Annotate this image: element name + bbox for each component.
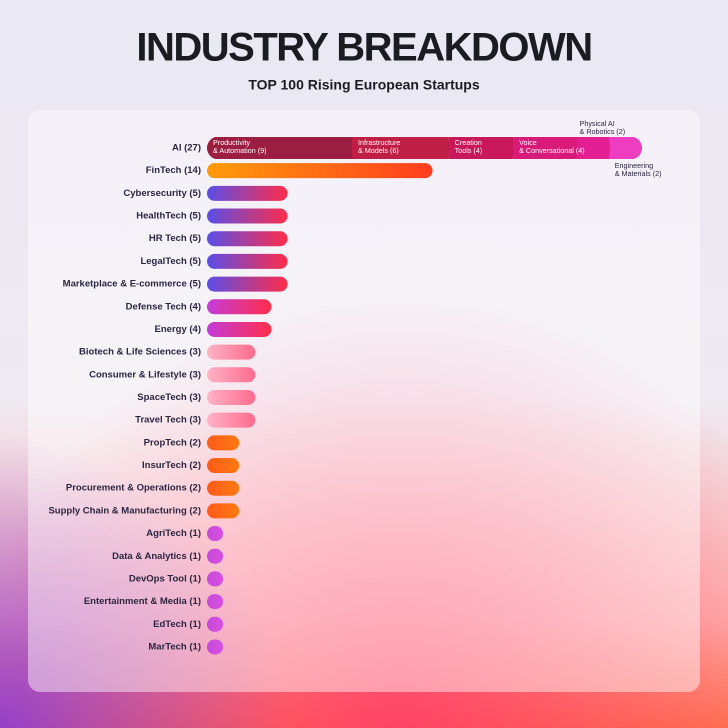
ai-segment — [609, 137, 642, 159]
category-label: MarTech (1) — [148, 641, 201, 652]
category-label: Entertainment & Media (1) — [84, 596, 201, 607]
bar — [207, 616, 224, 632]
category-label: HealthTech (5) — [136, 211, 201, 222]
category-label: Cybersecurity (5) — [123, 188, 201, 199]
ai-segment-label: & Robotics (2) — [580, 127, 626, 136]
category-label: AgriTech (1) — [146, 528, 201, 539]
ai-segment-label: Infrastructure — [358, 138, 400, 147]
category-label: Biotech & Life Sciences (3) — [79, 347, 201, 358]
category-label: Energy (4) — [155, 324, 201, 335]
ai-segment-label: & Models (6) — [358, 146, 399, 155]
category-label: Consumer & Lifestyle (3) — [89, 369, 201, 380]
bar — [207, 458, 240, 474]
category-label: Marketplace & E-commerce (5) — [63, 279, 201, 290]
ai-segment-label: & Conversational (4) — [519, 146, 585, 155]
ai-segment — [352, 137, 449, 159]
category-label: EdTech (1) — [153, 619, 201, 630]
ai-segment-label: Productivity — [213, 138, 251, 147]
bar — [207, 480, 240, 496]
ai-segment-label: Creation — [455, 138, 482, 147]
ai-segment — [577, 137, 610, 159]
category-label: Supply Chain & Manufacturing (2) — [48, 505, 201, 516]
bar — [207, 571, 224, 587]
category-label: InsurTech (2) — [142, 460, 201, 471]
category-label: SpaceTech (3) — [137, 392, 201, 403]
category-label: DevOps Tool (1) — [129, 573, 201, 584]
category-label: Travel Tech (3) — [135, 415, 201, 426]
bar — [207, 208, 288, 224]
category-label: LegalTech (5) — [140, 256, 201, 267]
bar — [207, 344, 256, 360]
ai-segment-label: & Materials (2) — [615, 169, 662, 178]
category-label: AI (27) — [172, 143, 201, 154]
category-label: FinTech (14) — [146, 165, 201, 176]
chart-title: INDUSTRY BREAKDOWN — [136, 26, 591, 70]
ai-segment — [207, 137, 352, 159]
bar — [207, 276, 288, 292]
bar — [207, 253, 288, 269]
ai-segments — [207, 137, 642, 159]
bar — [207, 594, 224, 610]
ai-segment — [513, 137, 578, 159]
bar — [207, 389, 256, 405]
category-label: Data & Analytics (1) — [112, 551, 201, 562]
bar — [207, 231, 288, 247]
bar — [207, 163, 433, 179]
bar — [207, 321, 272, 337]
category-label: HR Tech (5) — [149, 233, 201, 244]
category-label: Defense Tech (4) — [126, 301, 201, 312]
bar — [207, 185, 288, 201]
bar — [207, 299, 272, 315]
bar — [207, 367, 256, 383]
panel — [28, 110, 700, 692]
chart-subtitle: TOP 100 Rising European Startups — [248, 77, 480, 93]
category-label: PropTech (2) — [144, 437, 201, 448]
ai-segment-label: Physical AI — [580, 119, 615, 128]
bar — [207, 503, 240, 519]
ai-segment-label: & Automation (9) — [213, 146, 267, 155]
ai-segment-label: Tools (4) — [455, 146, 483, 155]
bar — [207, 412, 256, 428]
bar — [207, 639, 224, 655]
bar — [207, 548, 224, 564]
ai-segment-label: Voice — [519, 138, 537, 147]
bar — [207, 526, 224, 542]
ai-segment-label: Engineering — [615, 161, 653, 170]
ai-segment — [448, 137, 514, 159]
bar — [207, 435, 240, 451]
category-label: Procurement & Operations (2) — [66, 483, 201, 494]
